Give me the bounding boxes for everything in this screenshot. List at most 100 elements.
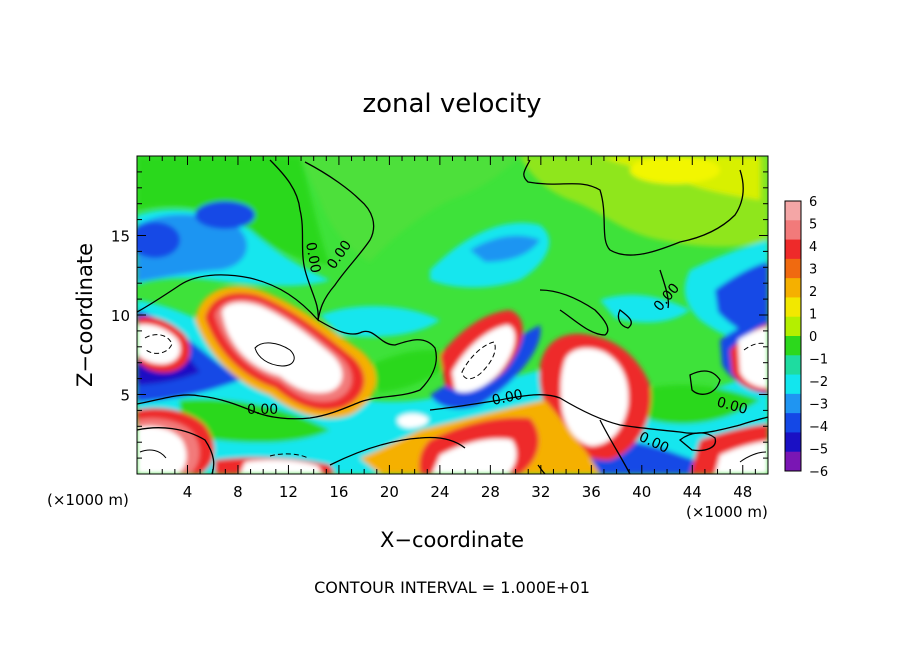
colorbar: 6 5 4 3 2 1 0 −1 −2 −3 −4 −5 −6 <box>784 195 828 480</box>
saturated-region <box>137 426 187 474</box>
negative-region <box>137 222 180 258</box>
plot-area: 0.00 0.00 0.00 0.00 0.00 0.00 0.00 <box>137 156 768 474</box>
y-axis-label: Z−coordinate <box>73 243 97 387</box>
x-axis-label: X−coordinate <box>380 528 524 552</box>
positive-region <box>179 399 330 443</box>
colorbar-swatch <box>785 297 801 318</box>
saturated-region <box>560 348 629 446</box>
colorbar-swatch <box>785 220 801 241</box>
colorbar-tick-label: −5 <box>809 443 828 458</box>
x-tick-label: 4 <box>183 483 193 501</box>
y-tick-label: 5 <box>120 387 130 405</box>
x-tick-label: 48 <box>733 483 752 501</box>
colorbar-swatch <box>785 336 801 356</box>
x-tick-label: 12 <box>279 483 298 501</box>
colorbar-swatch <box>785 239 801 260</box>
velocity-field <box>137 156 768 474</box>
contour-label: 0.00 <box>491 387 525 409</box>
saturated-region <box>432 438 517 474</box>
colorbar-frame <box>784 200 802 472</box>
colorbar-swatch <box>785 413 801 433</box>
colorbar-tick-label: 0 <box>809 330 817 345</box>
contour-line <box>523 159 744 256</box>
x-tick-label: 44 <box>683 483 702 501</box>
negative-region <box>600 294 690 323</box>
positive-region <box>360 350 460 392</box>
zero-contours <box>137 159 768 474</box>
x-tick-label: 24 <box>430 483 449 501</box>
negative-region <box>470 235 540 262</box>
contour-line <box>743 342 767 351</box>
contour-line <box>137 159 319 322</box>
contour-line <box>678 432 717 452</box>
contour-line <box>329 436 466 466</box>
contour-line <box>139 449 167 459</box>
x-tick-label: 40 <box>632 483 651 501</box>
colorbar-tick-label: 2 <box>809 285 817 300</box>
colorbar-tick-label: −4 <box>809 420 828 435</box>
colorbar-tick-label: 6 <box>809 195 817 210</box>
contour-line <box>269 453 309 459</box>
y-tick-label: 15 <box>111 228 130 246</box>
negative-region <box>195 201 255 229</box>
y-axis: 5 10 15 <box>111 171 768 459</box>
contour-line <box>617 309 632 329</box>
contour-line <box>599 419 631 474</box>
colorbar-tick-label: 1 <box>809 308 817 323</box>
colorbar-tick-label: −1 <box>809 353 828 368</box>
saturated-region <box>738 327 768 388</box>
contour-line <box>254 342 295 367</box>
x-unit-right: (×1000 m) <box>686 503 768 521</box>
x-tick-label: 32 <box>531 483 550 501</box>
colorbar-swatch <box>785 258 801 279</box>
positive-region <box>300 156 520 262</box>
contour-label: 0.00 <box>247 402 278 418</box>
colorbar-tick-label: 4 <box>809 240 817 255</box>
colorbar-swatch <box>785 278 801 298</box>
contour-label: 0.00 <box>302 241 323 274</box>
contour-line <box>137 427 215 474</box>
x-tick-label: 20 <box>380 483 399 501</box>
x-tick-label: 8 <box>233 483 243 501</box>
colorbar-swatch <box>785 316 801 337</box>
positive-contours <box>139 342 767 463</box>
positive-region <box>630 156 720 184</box>
negative-region <box>320 305 440 337</box>
contour-line <box>137 319 437 420</box>
saturated-region <box>137 324 181 365</box>
colorbar-swatch <box>785 451 801 472</box>
x-tick-label: 28 <box>481 483 500 501</box>
contour-line <box>659 269 670 309</box>
colorbar-tick-label: −6 <box>809 465 828 480</box>
contour-line <box>304 161 375 321</box>
contour-line <box>461 341 496 380</box>
x-unit-left: (×1000 m) <box>47 491 129 509</box>
saturated-region <box>452 325 515 393</box>
chart-title: zonal velocity <box>362 89 541 119</box>
saturated-region <box>397 413 429 428</box>
x-tick-label: 16 <box>329 483 348 501</box>
colorbar-swatch <box>785 393 801 414</box>
colorbar-swatch <box>785 355 801 376</box>
contour-line <box>739 451 767 463</box>
contour-interval-note: CONTOUR INTERVAL = 1.000E+01 <box>314 578 590 597</box>
saturated-region <box>222 302 343 393</box>
contour-line <box>144 334 173 354</box>
contour-line <box>429 394 768 434</box>
positive-region <box>640 384 760 424</box>
colorbar-tick-label: −3 <box>809 398 828 413</box>
colorbar-tick-label: 3 <box>809 263 817 278</box>
colorbar-tick-label: −2 <box>809 375 828 390</box>
contour-line <box>689 370 721 395</box>
colorbar-tick-label: 5 <box>809 218 817 233</box>
negative-contours <box>144 334 767 459</box>
contour-line <box>537 464 546 474</box>
colorbar-swatch <box>785 374 801 395</box>
saturated-region <box>715 441 768 474</box>
y-tick-label: 10 <box>111 307 130 325</box>
x-axis: 4 8 12 16 20 24 28 32 36 40 44 48 <box>149 156 756 501</box>
contour-label: 0.00 <box>715 394 749 418</box>
colorbar-swatch <box>785 432 801 453</box>
contour-line <box>539 289 609 336</box>
